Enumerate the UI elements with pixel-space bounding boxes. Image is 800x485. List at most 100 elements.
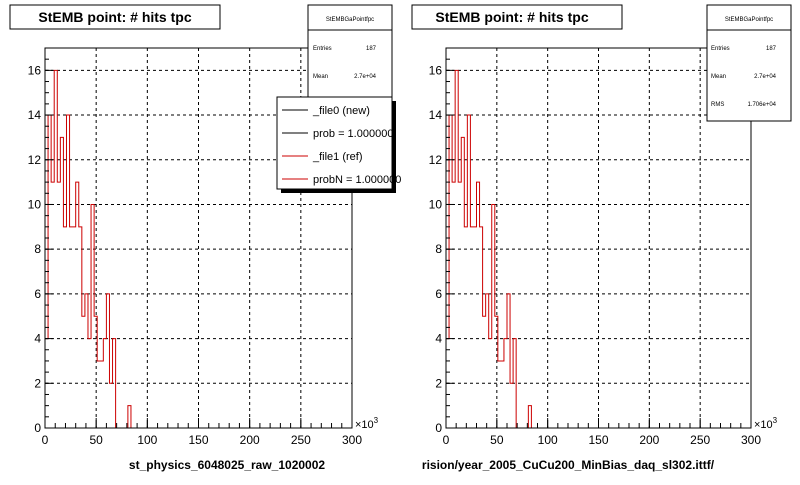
- panel-right-title: StEMB point: # hits tpc: [435, 9, 588, 25]
- y-tick-label: 14: [28, 108, 42, 122]
- x-tick-label: 50: [490, 433, 504, 447]
- x-tick-label: 300: [342, 433, 362, 447]
- histogram-bin: [94, 316, 97, 428]
- y-tick-label: 16: [28, 63, 42, 77]
- panel-right-title-box: [411, 4, 623, 30]
- x-tick-label: 200: [639, 433, 659, 447]
- panel-right-plot: 0 2 4 6 8 10 12 14 16 0 50 100 150 200 250 300: [429, 47, 761, 447]
- panel-left-stats-label-mean: Mean: [313, 74, 328, 80]
- histogram-bin: [103, 339, 106, 428]
- x-tick-label: 0: [42, 433, 49, 447]
- y-tick-label: 14: [429, 108, 443, 122]
- histogram-bin: [498, 361, 501, 428]
- histogram-bin: [85, 294, 88, 428]
- panel-left-stats-box: [307, 4, 393, 106]
- histogram-bin: [82, 316, 85, 428]
- histogram-bin: [467, 115, 470, 428]
- histogram-bin: [452, 182, 455, 428]
- x-tick-label: 200: [240, 433, 260, 447]
- histogram-bin: [54, 70, 57, 428]
- panel-left-x-label: st_physics_6048025_raw_1020002: [129, 458, 325, 472]
- panel-left-title: StEMB point: # hits tpc: [38, 9, 191, 25]
- histogram-bin: [507, 294, 510, 428]
- histogram-bin: [470, 227, 473, 428]
- histogram-bin: [70, 227, 73, 428]
- histogram-bin: [504, 339, 507, 428]
- panel-left-stats-name: StEMBGaPointfpc: [326, 17, 374, 23]
- histogram-bin: [88, 339, 91, 428]
- histogram-bin: [128, 406, 131, 428]
- y-tick-label: 10: [429, 197, 443, 211]
- histogram-bin: [510, 383, 513, 428]
- histogram-bin: [473, 227, 476, 428]
- histogram-bin: [501, 361, 504, 428]
- x-tick-label: 0: [443, 433, 450, 447]
- histogram-series: [445, 69, 532, 429]
- panel-left-x-exponent: ×103: [355, 416, 379, 431]
- histogram-bin: [106, 294, 109, 428]
- histogram-bin: [51, 182, 54, 428]
- panel-right-x-label: rision/year_2005_CuCu200_MinBias_daq_sl3…: [422, 458, 715, 472]
- histogram-bin: [458, 182, 461, 428]
- panel-left-stats-value-mean: 2.7e+04: [354, 74, 377, 80]
- panel-right-stats-value-mean: 2.7e+04: [754, 74, 777, 80]
- histogram-bin: [455, 70, 458, 428]
- histogram-bin: [66, 115, 69, 428]
- histogram-bin: [63, 227, 66, 428]
- panel-right-stats-value-rms: 1.706e+04: [747, 102, 776, 108]
- histogram-bin: [461, 137, 464, 428]
- y-tick-label: 8: [34, 242, 41, 256]
- y-tick-label: 12: [429, 153, 443, 167]
- x-tick-label: 50: [89, 433, 103, 447]
- panel-left-plot: 0 2 4 6 8 10 12 14 16 0 50 100 150 200 250 300: [28, 47, 362, 447]
- histogram-bin: [91, 204, 94, 428]
- y-tick-label: 4: [34, 332, 41, 346]
- histogram-bin: [480, 227, 483, 428]
- histogram-bin: [486, 294, 489, 428]
- panel-right-x-exponent: ×103: [754, 416, 778, 431]
- panel-left-stats-label-entries: Entries: [313, 46, 332, 52]
- histogram-bin: [100, 361, 103, 428]
- y-tick-label: 4: [435, 332, 442, 346]
- histogram-bin: [477, 182, 480, 428]
- legend-label-file1: _file1 (ref): [312, 151, 363, 163]
- histogram-bin: [483, 316, 486, 428]
- legend-label-file0: _file0 (new): [312, 105, 370, 117]
- y-tick-label: 8: [435, 242, 442, 256]
- histogram-bin: [492, 204, 495, 428]
- legend: _file0 (new) prob = 1.000000 _file1 (ref…: [276, 96, 401, 193]
- x-tick-label: 100: [137, 433, 157, 447]
- histogram-bin: [489, 339, 492, 428]
- x-tick-label: 150: [588, 433, 608, 447]
- legend-label-prob: prob = 1.000000: [313, 128, 393, 140]
- y-tick-label: 0: [34, 421, 41, 435]
- x-tick-label: 150: [188, 433, 208, 447]
- panel-right: StEMB point: # hits tpc 0 2 4 6 8 10 12 14 16 0 50…: [411, 4, 792, 472]
- legend-box: [276, 96, 393, 190]
- histogram-bin: [97, 361, 100, 428]
- panel-right-stats-name: StEMBGaPointfpc: [725, 17, 773, 23]
- x-tick-label: 300: [741, 433, 761, 447]
- panel-right-stats-value-entries: 187: [766, 46, 777, 52]
- panel-left-title-box: [9, 4, 221, 30]
- histogram-series: [44, 69, 132, 429]
- panel-right-stats-box: [706, 4, 792, 122]
- y-tick-label: 6: [435, 287, 442, 301]
- histogram-bin: [109, 383, 112, 428]
- y-tick-label: 2: [435, 376, 442, 390]
- panel-right-stats-label-entries: Entries: [711, 46, 730, 52]
- histogram-bin: [76, 182, 79, 428]
- x-tick-label: 100: [538, 433, 558, 447]
- histogram-bin: [513, 339, 516, 428]
- histogram-bin: [79, 227, 82, 428]
- panel-left-stats-value-entries: 187: [366, 46, 377, 52]
- y-tick-label: 2: [34, 376, 41, 390]
- histogram-bin: [113, 339, 116, 428]
- y-tick-label: 12: [28, 153, 42, 167]
- histogram-bin: [60, 137, 63, 428]
- y-tick-label: 6: [34, 287, 41, 301]
- histogram-bin: [464, 227, 467, 428]
- y-tick-label: 16: [429, 63, 443, 77]
- histogram-bin: [528, 406, 531, 428]
